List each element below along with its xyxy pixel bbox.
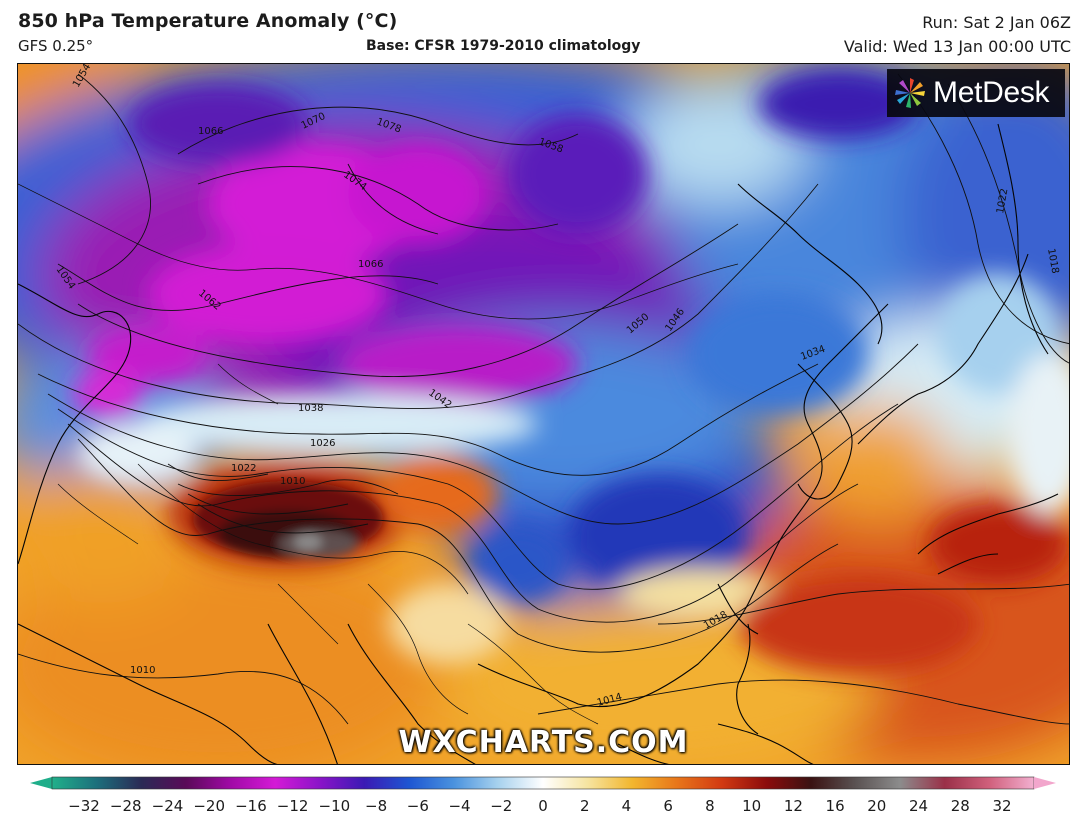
colorbar: −32 −28 −24 −20 −16 −12 −10 −8 −6 −4 −2 0 2 4 6 8 10 12 16…	[30, 776, 1056, 826]
chart-title: 850 hPa Temperature Anomaly (°C)	[18, 10, 398, 32]
colorbar-tick-label: 16	[825, 797, 845, 815]
colorbar-tick-label: −2	[490, 797, 513, 815]
colorbar-tick-label: −32	[68, 797, 100, 815]
isobar-lines	[18, 73, 1069, 725]
valid-time-label: Valid: Wed 13 Jan 00:00 UTC	[843, 37, 1071, 56]
colorbar-tick-label: 32	[992, 797, 1012, 815]
isobar-label-1018-ne: 1018	[1045, 248, 1060, 275]
colorbar-tick-label: 28	[950, 797, 970, 815]
coastlines	[18, 123, 1059, 764]
anomaly-map[interactable]: 1054 1066 1070 1078 1058 1074 1054 1066 …	[17, 63, 1070, 765]
climatology-base-label: Base: CFSR 1979-2010 climatology	[366, 38, 641, 54]
colorbar-tick-label: 20	[867, 797, 887, 815]
isobar-label-1038: 1038	[298, 403, 323, 414]
colorbar-tick-label: 10	[742, 797, 762, 815]
colorbar-tick-label: 24	[908, 797, 929, 815]
colorbar-tick-label: −16	[235, 797, 267, 815]
colorbar-min-extend	[30, 777, 52, 789]
colorbar-tick-label: 8	[705, 797, 715, 815]
colorbar-tick-label: −4	[448, 797, 471, 815]
colorbar-tick-label: −12	[276, 797, 309, 815]
isobar-label-1022: 1022	[231, 463, 256, 474]
metdesk-pinwheel-icon	[895, 78, 925, 108]
colorbar-tick-label: 2	[579, 797, 590, 815]
colorbar-ramp	[51, 776, 1035, 790]
isobar-label-1022-ne: 1022	[995, 188, 1010, 215]
wxcharts-watermark: WXCHARTS.COM	[398, 725, 689, 760]
colorbar-tick-label: 4	[621, 797, 632, 815]
colorbar-tick-label: 12	[783, 797, 803, 815]
run-time-label: Run: Sat 2 Jan 06Z	[922, 13, 1071, 32]
colorbar-tick-label: −20	[193, 797, 225, 815]
country-borders	[18, 183, 739, 725]
colorbar-strip	[30, 776, 1056, 790]
plateau-extreme-core	[193, 481, 383, 558]
model-label: GFS 0.25°	[18, 37, 94, 55]
colorbar-tick-label: 6	[663, 797, 673, 815]
map-canvas: 1054 1066 1070 1078 1058 1074 1054 1066 …	[18, 64, 1069, 764]
colorbar-tick-label: −24	[151, 797, 184, 815]
colorbar-tick-label: −6	[406, 797, 429, 815]
colorbar-tick-label: −10	[318, 797, 351, 815]
colorbar-tick-label: −28	[109, 797, 142, 815]
metdesk-logo-text: MetDesk	[933, 76, 1050, 109]
colorbar-max-extend	[1034, 777, 1056, 789]
isobar-label-1010-south: 1010	[130, 665, 155, 676]
colorbar-tick-label: −8	[365, 797, 388, 815]
isobar-label-1010-plateau: 1010	[280, 476, 305, 487]
isobar-label-1066-central: 1066	[358, 259, 383, 270]
isobar-label-1026: 1026	[310, 438, 335, 449]
metdesk-logo: MetDesk	[887, 69, 1065, 117]
anomaly-field-detail	[73, 69, 1069, 674]
isobar-label-1066-north: 1066	[198, 126, 223, 137]
colorbar-tick-label: 0	[538, 797, 548, 815]
